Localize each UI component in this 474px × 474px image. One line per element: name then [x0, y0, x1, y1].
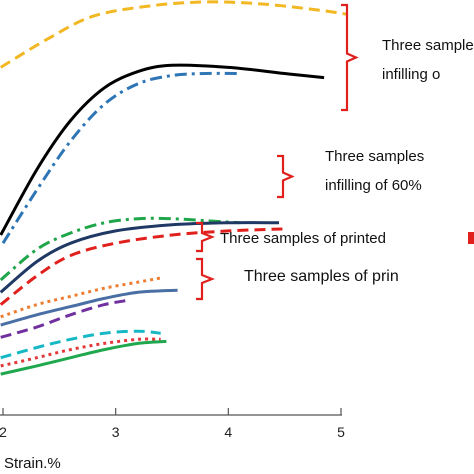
annotation-1-line-2: infilling o [382, 66, 440, 83]
series-line-1 [0, 0, 347, 69]
series-line-2 [0, 63, 325, 236]
x-tick-label: 3 [112, 424, 120, 440]
annotation-2-line-1: Three samples [325, 148, 424, 165]
x-axis-ticks: 2 3 4 5 [0, 408, 345, 440]
series-line-9 [0, 299, 128, 339]
annotation-bracket-2 [277, 154, 295, 199]
series-line-6 [0, 227, 285, 306]
annotation-4-line-1: Three samples of prin [244, 268, 399, 285]
annotation-bracket-3 [196, 221, 215, 253]
annotation-3-line-1: Three samples of printed [220, 230, 386, 247]
x-tick-label: 4 [224, 424, 232, 440]
x-axis-label: Strain.% [4, 455, 61, 472]
annotation-bracket-4 [196, 257, 215, 301]
annotation-2-line-2: infilling of 60% [325, 177, 422, 194]
annotation-1-line-1: Three samples [382, 37, 474, 54]
series-line-3 [1, 71, 240, 245]
x-tick-label: 2 [0, 424, 7, 440]
series-line-11 [0, 337, 161, 368]
series-line-10 [0, 329, 161, 360]
annotations: Three samples infilling o Three samples inf… [220, 37, 474, 285]
series-line-8 [0, 288, 178, 327]
series-line-5 [0, 221, 280, 294]
x-tick-label: 5 [337, 424, 345, 440]
series-line-12 [0, 339, 167, 376]
annotation-3-color-fragment [468, 232, 474, 244]
series-line-4 [0, 216, 240, 282]
annotation-brackets [196, 3, 359, 301]
annotation-bracket-1 [341, 3, 359, 112]
series-line-7 [0, 276, 161, 319]
plot-lines [0, 0, 347, 376]
